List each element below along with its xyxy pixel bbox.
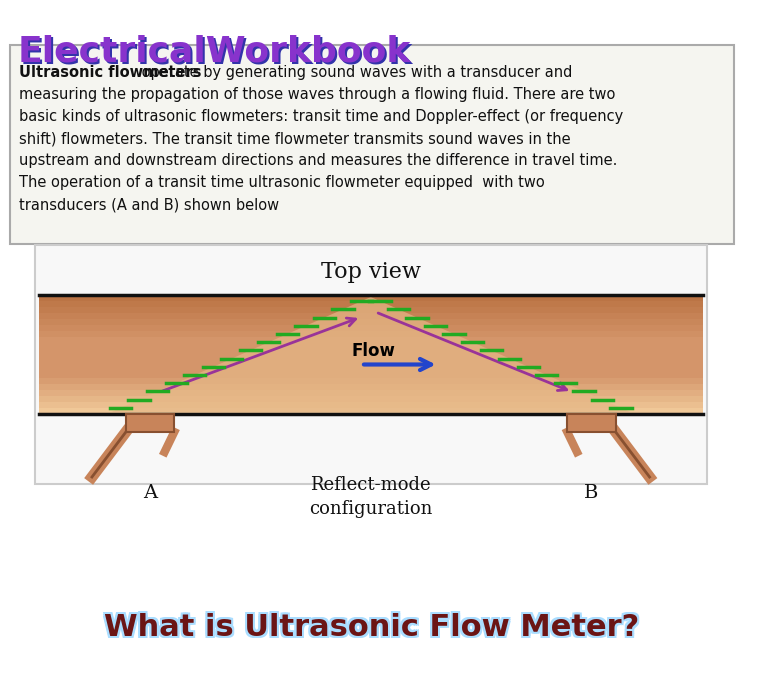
- Text: transducers (A and B) shown below: transducers (A and B) shown below: [19, 197, 280, 212]
- FancyBboxPatch shape: [35, 245, 707, 484]
- Text: Flow: Flow: [352, 343, 396, 361]
- Text: ElectricalWorkbook: ElectricalWorkbook: [19, 36, 412, 70]
- Bar: [38, 318, 703, 325]
- Bar: [38, 312, 703, 319]
- Text: basic kinds of ultrasonic flowmeters: transit time and Doppler-effect (or freque: basic kinds of ultrasonic flowmeters: tr…: [19, 109, 624, 124]
- Bar: [38, 294, 703, 301]
- Bar: [568, 414, 616, 432]
- Bar: [38, 372, 703, 379]
- Text: What is Ultrasonic Flow Meter?: What is Ultrasonic Flow Meter?: [106, 610, 641, 639]
- Bar: [38, 365, 703, 372]
- Bar: [38, 395, 703, 402]
- Bar: [38, 329, 703, 336]
- Text: What is Ultrasonic Flow Meter?: What is Ultrasonic Flow Meter?: [104, 612, 639, 641]
- Bar: [38, 306, 703, 313]
- Text: B: B: [584, 484, 599, 502]
- FancyBboxPatch shape: [10, 45, 733, 244]
- Bar: [38, 359, 703, 366]
- Text: What is Ultrasonic Flow Meter?: What is Ultrasonic Flow Meter?: [104, 610, 639, 639]
- Text: ElectricalWorkbook: ElectricalWorkbook: [18, 34, 411, 68]
- Text: upstream and downstream directions and measures the difference in travel time.: upstream and downstream directions and m…: [19, 153, 617, 168]
- Bar: [38, 347, 703, 354]
- Text: A: A: [143, 484, 157, 502]
- Bar: [38, 336, 703, 343]
- Bar: [38, 300, 703, 307]
- Polygon shape: [111, 297, 631, 412]
- Text: What is Ultrasonic Flow Meter?: What is Ultrasonic Flow Meter?: [104, 614, 639, 644]
- Bar: [38, 401, 703, 408]
- Text: Top view: Top view: [321, 261, 421, 283]
- Bar: [126, 414, 174, 432]
- Text: Ultrasonic flowmeters: Ultrasonic flowmeters: [19, 65, 202, 80]
- Text: What is Ultrasonic Flow Meter?: What is Ultrasonic Flow Meter?: [102, 610, 637, 639]
- Bar: [38, 354, 703, 361]
- Text: What is Ultrasonic Flow Meter?: What is Ultrasonic Flow Meter?: [106, 614, 641, 644]
- Text: What is Ultrasonic Flow Meter?: What is Ultrasonic Flow Meter?: [106, 612, 641, 641]
- Text: operate by generating sound waves with a transducer and: operate by generating sound waves with a…: [137, 65, 573, 80]
- Bar: [38, 407, 703, 414]
- Text: The operation of a transit time ultrasonic flowmeter equipped  with two: The operation of a transit time ultrason…: [19, 175, 545, 190]
- Bar: [38, 377, 703, 384]
- Text: shift) flowmeters. The transit time flowmeter transmits sound waves in the: shift) flowmeters. The transit time flow…: [19, 131, 571, 146]
- Bar: [38, 389, 703, 396]
- Bar: [38, 324, 703, 331]
- Text: What is Ultrasonic Flow Meter?: What is Ultrasonic Flow Meter?: [102, 612, 637, 641]
- Bar: [38, 342, 703, 349]
- Text: measuring the propagation of those waves through a flowing fluid. There are two: measuring the propagation of those waves…: [19, 87, 616, 102]
- Bar: [38, 383, 703, 390]
- Text: Reflect-mode
configuration: Reflect-mode configuration: [309, 476, 432, 518]
- Text: What is Ultrasonic Flow Meter?: What is Ultrasonic Flow Meter?: [102, 614, 637, 644]
